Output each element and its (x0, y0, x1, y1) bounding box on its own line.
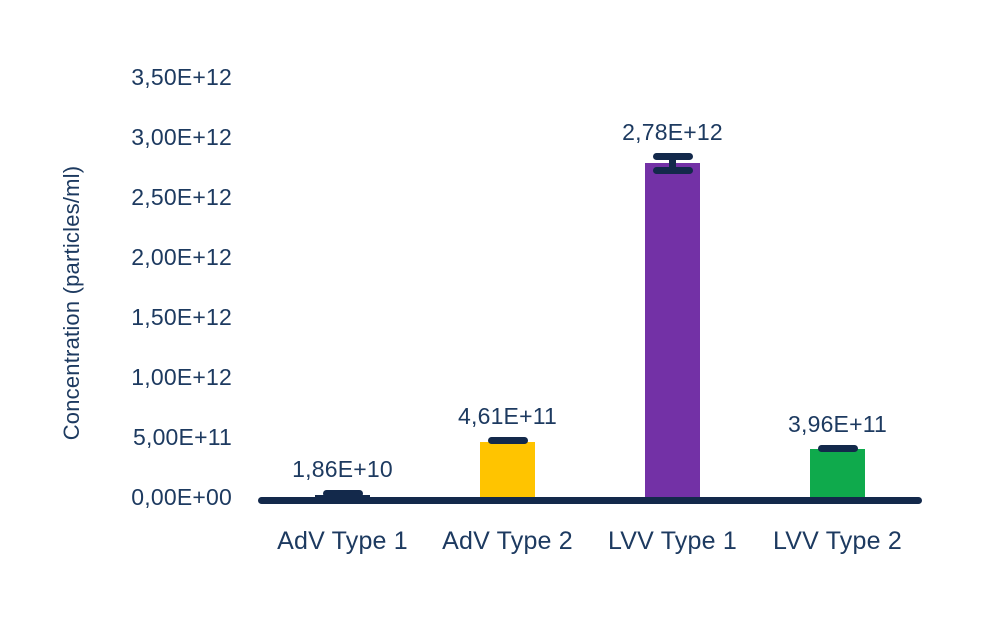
value-label-adv-type-2: 4,61E+11 (457, 403, 558, 430)
error-bar-cap-lvv-type-2 (817, 444, 858, 452)
error-bar-top-cap-lvv-type-1 (652, 152, 693, 160)
y-tick-label: 1,00E+12 (131, 364, 232, 390)
y-tick-label: 5,00E+11 (132, 424, 232, 450)
error-bar-line-lvv-type-1 (669, 156, 676, 171)
error-bar-cap-adv-type-2 (487, 437, 528, 445)
bar-lvv-type-2 (810, 449, 865, 503)
value-label-lvv-type-2: 3,96E+11 (787, 410, 888, 437)
bar-adv-type-2 (480, 441, 535, 503)
error-bar-cap-adv-type-1 (322, 490, 363, 498)
y-tick-label: 0,00E+00 (131, 484, 232, 510)
x-tick-label-lvv-type-2: LVV Type 2 (773, 527, 902, 555)
y-tick-label: 3,50E+12 (131, 64, 232, 90)
value-label-adv-type-1: 1,86E+10 (292, 456, 393, 483)
y-tick-label: 1,50E+12 (131, 304, 232, 330)
value-label-lvv-type-1: 2,78E+12 (622, 118, 723, 145)
y-tick-label: 3,00E+12 (131, 124, 232, 150)
x-tick-label-adv-type-1: AdV Type 1 (277, 527, 408, 555)
x-axis-line (258, 497, 922, 504)
x-tick-label-lvv-type-1: LVV Type 1 (608, 527, 737, 555)
error-bar-bottom-cap-lvv-type-1 (652, 167, 693, 175)
x-tick-label-adv-type-2: AdV Type 2 (442, 527, 573, 555)
bar-lvv-type-1 (645, 163, 700, 503)
y-tick-label: 2,00E+12 (131, 244, 232, 270)
y-tick-label: 2,50E+12 (131, 184, 232, 210)
